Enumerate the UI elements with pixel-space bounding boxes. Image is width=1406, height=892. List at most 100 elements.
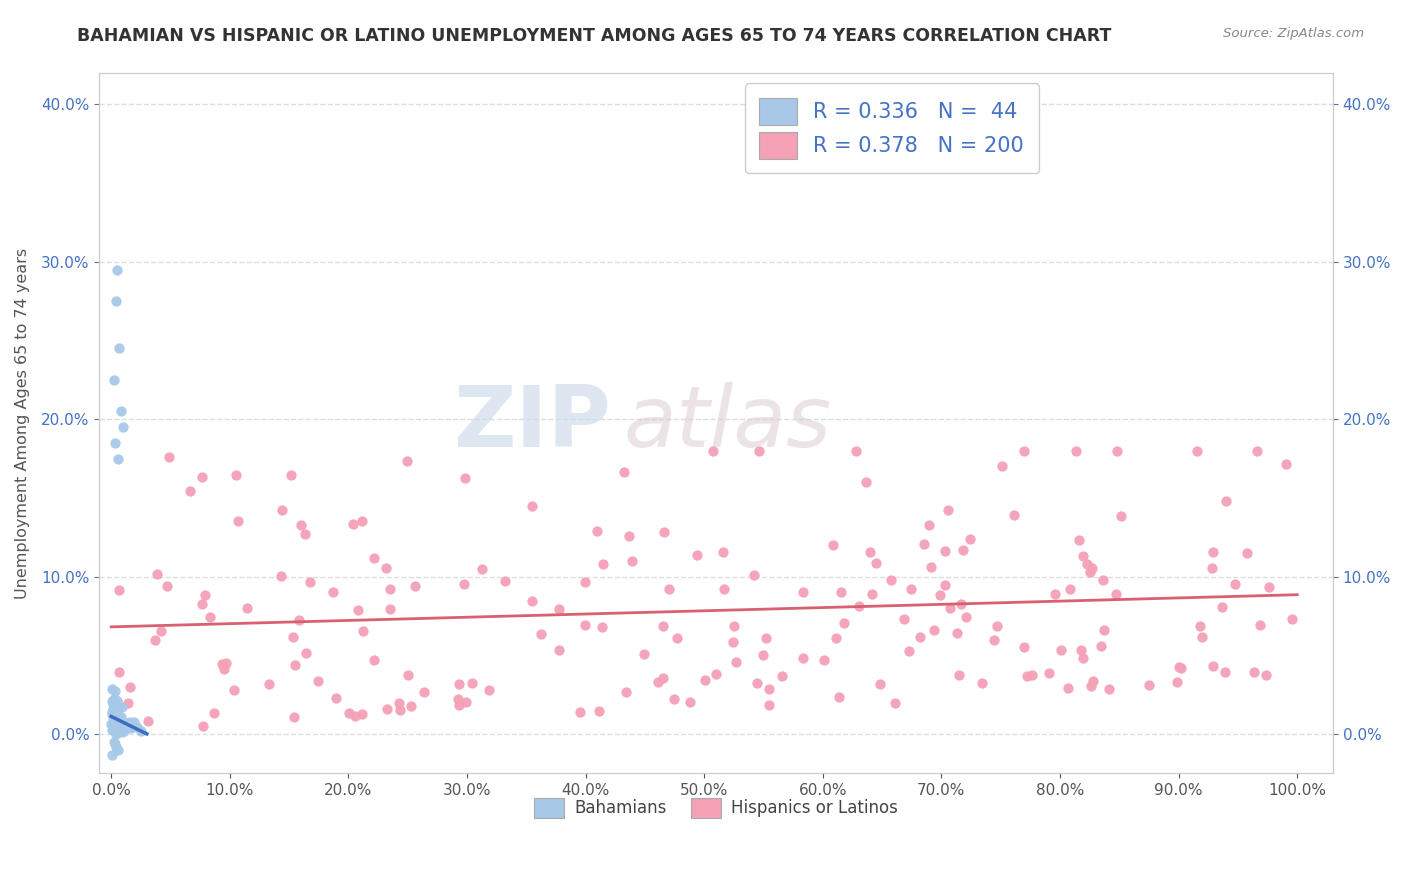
Text: BAHAMIAN VS HISPANIC OR LATINO UNEMPLOYMENT AMONG AGES 65 TO 74 YEARS CORRELATIO: BAHAMIAN VS HISPANIC OR LATINO UNEMPLOYM… [77, 27, 1112, 45]
Point [1092, 573, 1115, 587]
Point [647, 675, 669, 690]
Point [1002, 508, 1025, 522]
Point [343, 709, 366, 723]
Point [149, 624, 172, 638]
Point [664, 692, 686, 706]
Point [755, 631, 778, 645]
Point [108, 723, 131, 737]
Point [1071, 549, 1094, 563]
Point [191, 597, 214, 611]
Point [1021, 668, 1043, 682]
Point [215, 657, 238, 671]
Point [948, 668, 970, 682]
Point [404, 579, 426, 593]
Point [104, 294, 127, 309]
Point [1167, 660, 1189, 674]
Point [118, 720, 141, 734]
Point [1211, 600, 1233, 615]
Point [1275, 458, 1298, 472]
Point [447, 677, 470, 691]
Point [280, 468, 302, 483]
Point [586, 524, 609, 538]
Point [363, 551, 385, 566]
Point [1017, 669, 1039, 683]
Point [614, 685, 637, 699]
Point [1202, 659, 1225, 673]
Point [283, 710, 305, 724]
Point [120, 721, 142, 735]
Point [101, 712, 124, 726]
Point [454, 695, 477, 709]
Point [1069, 533, 1091, 547]
Point [103, 735, 125, 749]
Point [908, 630, 931, 644]
Point [471, 562, 494, 576]
Point [1243, 665, 1265, 680]
Point [396, 668, 419, 682]
Point [211, 657, 233, 671]
Point [104, 737, 127, 751]
Point [100, 717, 122, 731]
Point [859, 545, 882, 559]
Point [101, 702, 124, 716]
Point [108, 342, 131, 356]
Point [107, 708, 129, 723]
Point [1038, 665, 1060, 680]
Point [103, 695, 125, 709]
Point [117, 696, 139, 710]
Point [652, 671, 675, 685]
Text: ZIP: ZIP [454, 382, 612, 465]
Point [745, 676, 768, 690]
Point [1166, 674, 1188, 689]
Point [547, 642, 569, 657]
Point [1246, 443, 1268, 458]
Point [388, 696, 411, 710]
Point [865, 557, 887, 571]
Point [121, 720, 143, 734]
Point [100, 706, 122, 721]
Point [704, 666, 727, 681]
Point [620, 554, 643, 568]
Point [1012, 443, 1035, 458]
Point [897, 644, 920, 658]
Point [103, 702, 125, 716]
Point [946, 626, 969, 640]
Point [108, 583, 131, 598]
Point [955, 609, 977, 624]
Point [1059, 582, 1081, 596]
Point [986, 619, 1008, 633]
Point [1256, 667, 1278, 681]
Point [770, 669, 793, 683]
Point [449, 698, 471, 712]
Point [125, 720, 148, 734]
Point [352, 624, 374, 638]
Point [101, 697, 124, 711]
Point [1281, 612, 1303, 626]
Point [1098, 681, 1121, 696]
Point [613, 465, 636, 479]
Point [103, 707, 125, 722]
Point [1189, 619, 1212, 633]
Point [520, 593, 543, 607]
Point [101, 747, 124, 762]
Point [1057, 681, 1080, 695]
Point [347, 602, 370, 616]
Point [118, 680, 141, 694]
Point [104, 436, 127, 450]
Point [104, 693, 127, 707]
Point [1090, 640, 1112, 654]
Point [101, 721, 124, 735]
Point [934, 578, 956, 592]
Point [342, 517, 364, 532]
Point [884, 696, 907, 710]
Point [103, 692, 125, 706]
Point [742, 568, 765, 582]
Point [111, 700, 134, 714]
Point [453, 576, 475, 591]
Point [270, 569, 292, 583]
Point [936, 502, 959, 516]
Point [520, 499, 543, 513]
Point [352, 707, 374, 722]
Point [824, 632, 846, 646]
Point [693, 673, 716, 687]
